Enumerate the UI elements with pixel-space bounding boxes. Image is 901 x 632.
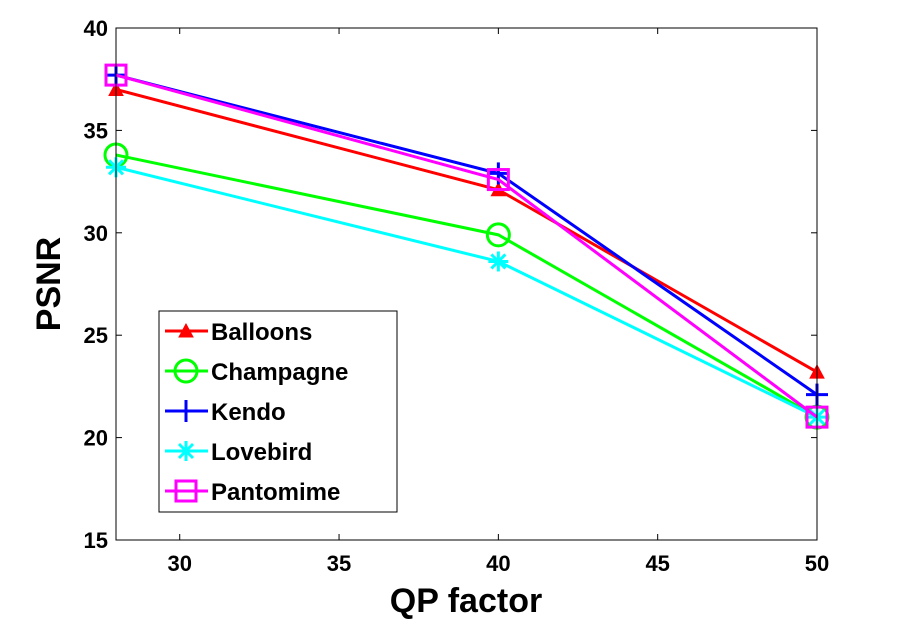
y-axis-title: PSNR xyxy=(30,237,68,331)
legend-marker-lovebird xyxy=(176,441,196,461)
x-tick-label-50: 50 xyxy=(805,551,829,576)
legend-item-champagne: Champagne xyxy=(165,358,348,386)
x-tick-label-30: 30 xyxy=(167,551,191,576)
legend-label-balloons: Balloons xyxy=(211,319,312,346)
legend-label-kendo: Kendo xyxy=(211,399,286,426)
x-tick-label-45: 45 xyxy=(645,551,669,576)
data-point-champagne-40 xyxy=(485,222,511,248)
plot-area-frame xyxy=(115,27,818,541)
legend-marker-kendo xyxy=(175,400,197,422)
legend-marker-pantomime xyxy=(174,479,198,503)
y-tick-label-35: 35 xyxy=(84,118,108,143)
y-tick-label-25: 25 xyxy=(84,323,108,348)
x-tick-label-35: 35 xyxy=(327,551,351,576)
legend-label-champagne: Champagne xyxy=(211,359,348,386)
legend-item-kendo: Kendo xyxy=(165,399,286,426)
data-point-lovebird-40 xyxy=(488,251,509,272)
x-tick-label-40: 40 xyxy=(486,551,510,576)
legend: Balloons Champagne Kendo Lovebird Pantomime xyxy=(158,310,398,513)
x-axis-title: QP factor xyxy=(390,582,542,620)
legend-marker-champagne xyxy=(173,358,199,384)
series-line-pantomime xyxy=(115,73,818,419)
data-point-pantomime-40 xyxy=(486,168,510,192)
legend-label-lovebird: Lovebird xyxy=(211,439,312,466)
y-tick-label-40: 40 xyxy=(84,16,108,41)
legend-marker-balloons xyxy=(178,322,194,338)
series-line-champagne xyxy=(115,153,818,419)
y-tick-label-15: 15 xyxy=(84,528,108,553)
legend-label-pantomime: Pantomime xyxy=(211,479,340,506)
y-tick-label-20: 20 xyxy=(84,426,108,451)
legend-item-balloons: Balloons xyxy=(165,319,312,346)
y-tick-label-30: 30 xyxy=(84,221,108,246)
legend-item-lovebird: Lovebird xyxy=(165,439,312,466)
legend-item-pantomime: Pantomime xyxy=(165,479,340,506)
